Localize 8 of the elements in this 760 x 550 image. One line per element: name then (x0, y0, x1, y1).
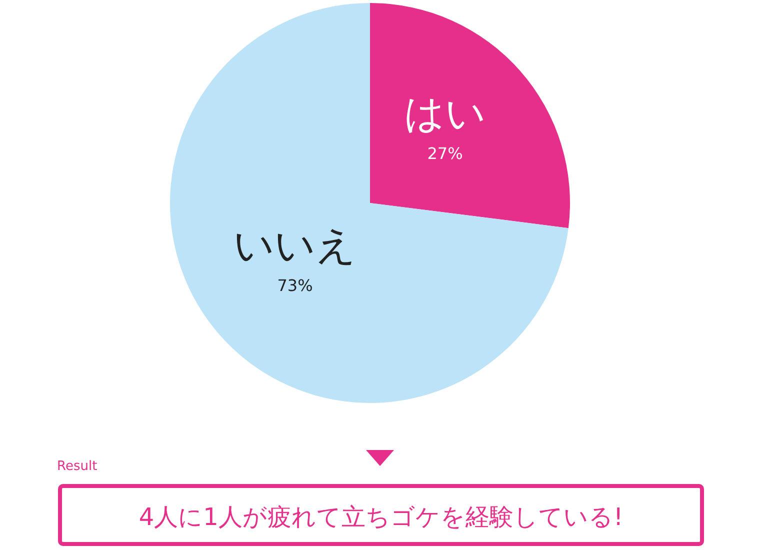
slice-label: いいえ (233, 223, 356, 270)
data-label: 73% (277, 276, 313, 296)
data-label: 27% (427, 144, 463, 163)
pie-slice (170, 3, 568, 403)
pie-slice (370, 3, 570, 228)
slice-label: はい (404, 90, 486, 137)
text: Result (57, 459, 98, 474)
text: 4人に1人が疲れて立ちゴケを経験している! (138, 503, 624, 531)
